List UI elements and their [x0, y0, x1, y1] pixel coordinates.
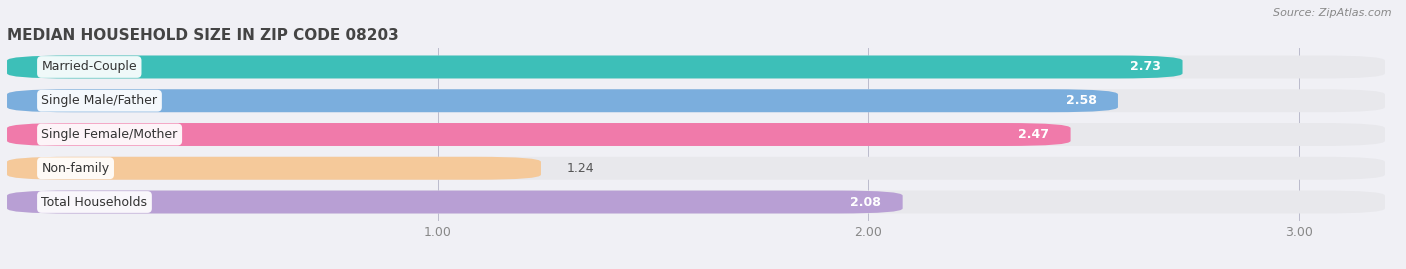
Text: Single Male/Father: Single Male/Father	[42, 94, 157, 107]
FancyBboxPatch shape	[7, 123, 1070, 146]
FancyBboxPatch shape	[7, 123, 1385, 146]
Text: Source: ZipAtlas.com: Source: ZipAtlas.com	[1274, 8, 1392, 18]
Text: 2.73: 2.73	[1130, 61, 1161, 73]
Text: Non-family: Non-family	[42, 162, 110, 175]
Text: 2.58: 2.58	[1066, 94, 1097, 107]
FancyBboxPatch shape	[7, 55, 1385, 79]
Text: 1.24: 1.24	[567, 162, 595, 175]
FancyBboxPatch shape	[7, 89, 1385, 112]
FancyBboxPatch shape	[7, 89, 1118, 112]
FancyBboxPatch shape	[7, 157, 1385, 180]
Text: 2.08: 2.08	[851, 196, 882, 208]
Text: Married-Couple: Married-Couple	[42, 61, 138, 73]
FancyBboxPatch shape	[7, 55, 1182, 79]
Text: MEDIAN HOUSEHOLD SIZE IN ZIP CODE 08203: MEDIAN HOUSEHOLD SIZE IN ZIP CODE 08203	[7, 28, 399, 43]
Text: Total Households: Total Households	[42, 196, 148, 208]
Text: Single Female/Mother: Single Female/Mother	[42, 128, 177, 141]
FancyBboxPatch shape	[7, 190, 1385, 214]
FancyBboxPatch shape	[7, 157, 541, 180]
Text: 2.47: 2.47	[1018, 128, 1049, 141]
FancyBboxPatch shape	[7, 190, 903, 214]
